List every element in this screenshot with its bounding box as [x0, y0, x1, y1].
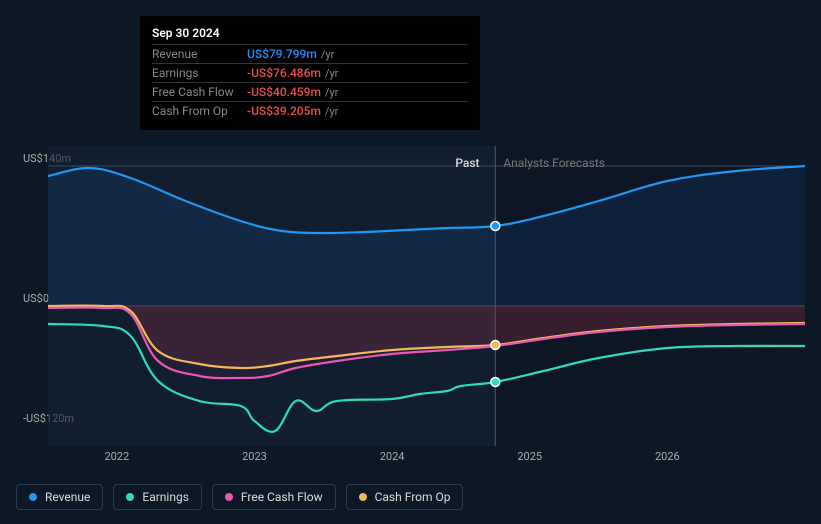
legend-item-revenue[interactable]: Revenue	[16, 484, 103, 510]
legend-label: Free Cash Flow	[241, 490, 323, 504]
legend-label: Revenue	[45, 490, 90, 504]
chart: US$140mUS$0-US$120m Past Analysts Foreca…	[16, 126, 805, 446]
legend-dot-icon	[225, 493, 233, 501]
legend-item-earnings[interactable]: Earnings	[113, 484, 202, 510]
x-axis-tick: 2024	[380, 450, 405, 463]
marker-earnings	[491, 378, 500, 387]
legend-dot-icon	[359, 493, 367, 501]
chart-legend: Revenue Earnings Free Cash Flow Cash From O…	[16, 484, 463, 510]
tooltip-metric-value: US$79.799m	[247, 47, 317, 61]
x-axis-tick: 2026	[655, 450, 680, 463]
tooltip-row: Free Cash Flow-US$40.459m/yr	[152, 82, 468, 101]
tooltip-metric-value: -US$39.205m	[247, 104, 321, 118]
tooltip-row: RevenueUS$79.799m/yr	[152, 44, 468, 63]
tooltip-row: Cash From Op-US$39.205m/yr	[152, 101, 468, 120]
x-axis: 2022 2023 2024 2025 2026	[48, 450, 805, 470]
legend-label: Cash From Op	[375, 490, 451, 504]
tooltip-metric-unit: /yr	[325, 86, 338, 99]
x-axis-tick: 2023	[242, 450, 267, 463]
tooltip-metric-unit: /yr	[325, 105, 338, 118]
x-axis-tick: 2022	[104, 450, 129, 463]
chart-tooltip: Sep 30 2024 RevenueUS$79.799m/yrEarnings…	[140, 16, 480, 130]
marker-revenue	[491, 222, 500, 231]
tooltip-metric-label: Revenue	[152, 47, 247, 61]
x-axis-tick: 2025	[517, 450, 542, 463]
tooltip-metric-unit: /yr	[325, 67, 338, 80]
tooltip-date: Sep 30 2024	[152, 26, 468, 40]
legend-item-cash-from-op[interactable]: Cash From Op	[346, 484, 464, 510]
tooltip-row: Earnings-US$76.486m/yr	[152, 63, 468, 82]
tooltip-metric-value: -US$76.486m	[247, 66, 321, 80]
tooltip-metric-label: Free Cash Flow	[152, 85, 247, 99]
y-axis-tick: US$0	[23, 292, 49, 305]
legend-dot-icon	[126, 493, 134, 501]
legend-dot-icon	[29, 493, 37, 501]
legend-label: Earnings	[142, 490, 189, 504]
forecast-label: Analysts Forecasts	[503, 156, 605, 170]
chart-svg	[48, 146, 805, 446]
chart-plot-area[interactable]: Past Analysts Forecasts	[48, 146, 805, 446]
marker-cashop	[491, 341, 500, 350]
past-label: Past	[455, 156, 479, 170]
tooltip-metric-unit: /yr	[321, 48, 334, 61]
tooltip-metric-value: -US$40.459m	[247, 85, 321, 99]
tooltip-metric-label: Earnings	[152, 66, 247, 80]
tooltip-metric-label: Cash From Op	[152, 104, 247, 118]
legend-item-free-cash-flow[interactable]: Free Cash Flow	[212, 484, 336, 510]
